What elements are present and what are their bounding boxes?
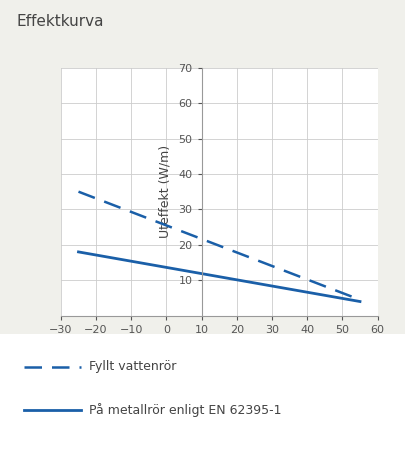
X-axis label: Omgivande temperatur (°C): Omgivande temperatur (°C) (131, 343, 307, 356)
Y-axis label: Uteffekt (W/m): Uteffekt (W/m) (158, 145, 171, 238)
Text: På metallrör enligt EN 62395-1: På metallrör enligt EN 62395-1 (89, 403, 281, 417)
Text: Effektkurva: Effektkurva (16, 14, 104, 28)
Text: Fyllt vattenrör: Fyllt vattenrör (89, 360, 176, 373)
